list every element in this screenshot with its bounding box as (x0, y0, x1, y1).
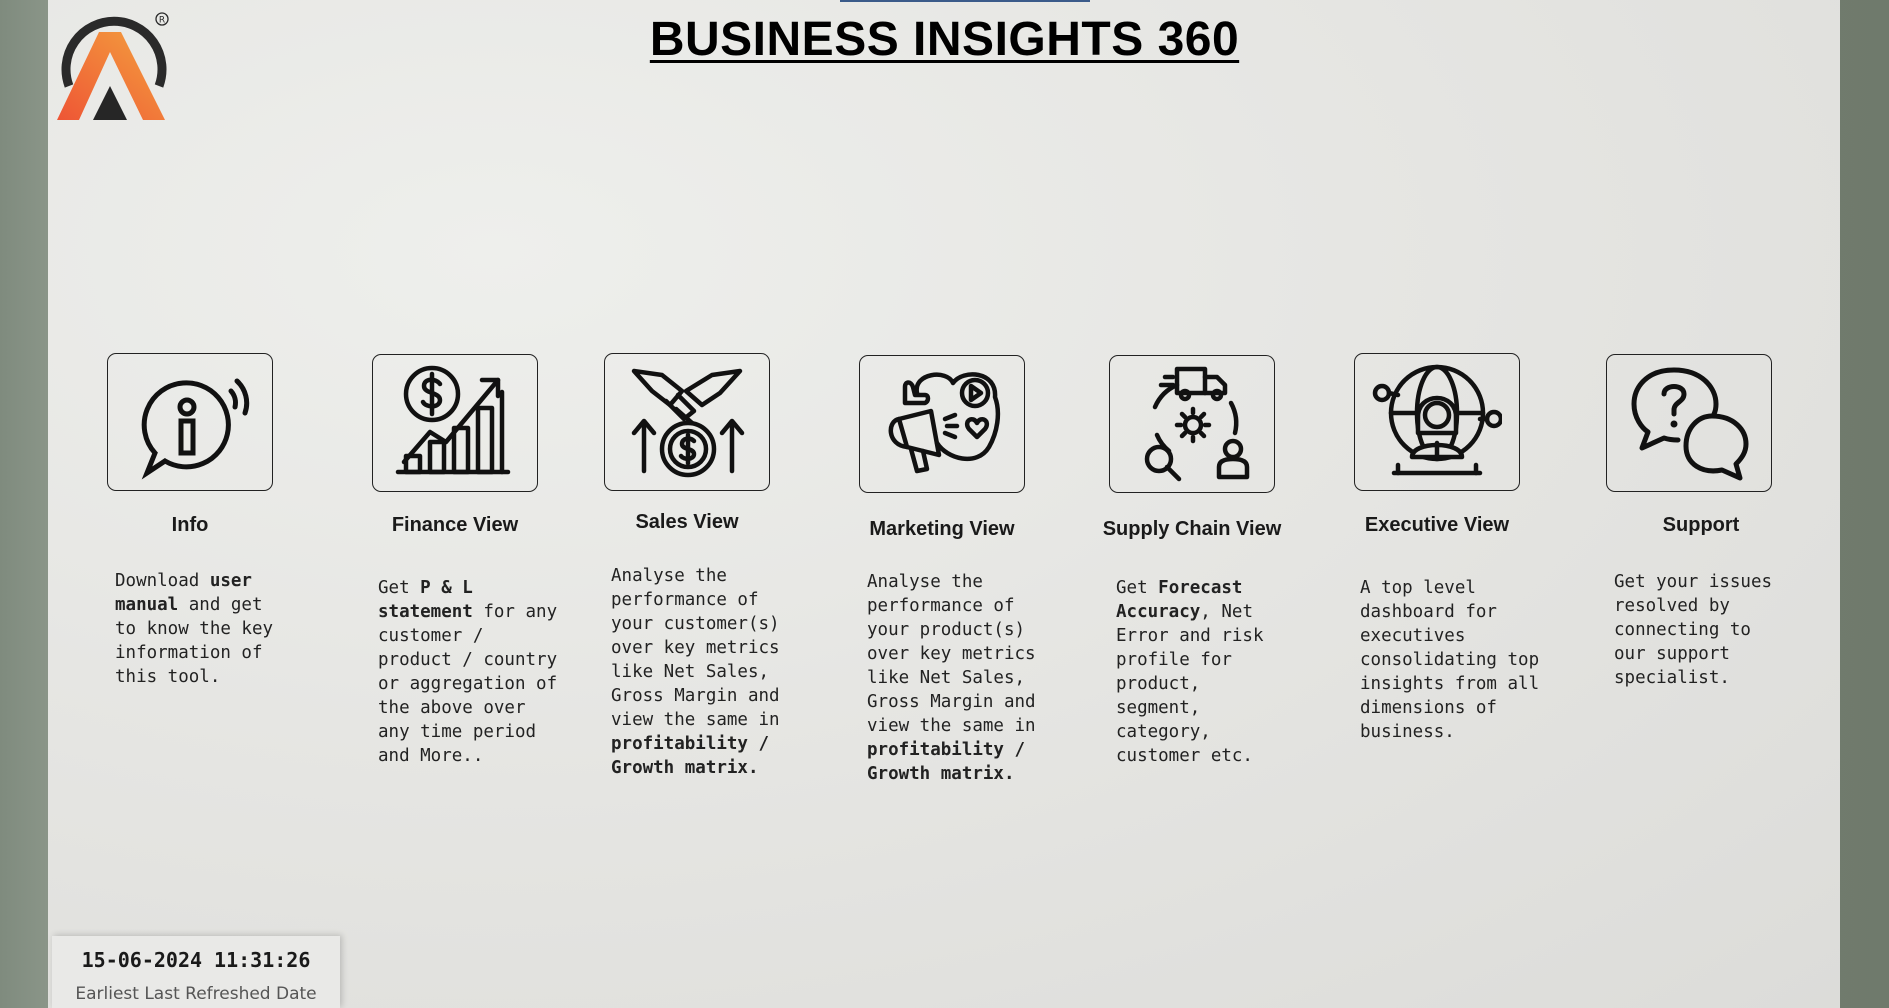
card-desc-support: Get your issues resolved by connecting t… (1614, 572, 1773, 688)
sales-view-button[interactable] (604, 353, 770, 491)
support-chat-icon (1631, 367, 1749, 481)
refresh-label: Earliest Last Refreshed Date (75, 984, 317, 1004)
card-desc-marketing: Analyse the performance of your product(… (867, 572, 1036, 784)
card-title-support: Support (1662, 514, 1740, 536)
report-canvas (48, 0, 1840, 1008)
executive-view-button[interactable] (1354, 353, 1520, 491)
top-accent-line (840, 0, 1090, 2)
marketing-view-button[interactable] (859, 355, 1025, 493)
info-icon (141, 378, 250, 480)
executive-globe-icon (1372, 364, 1502, 476)
card-desc-finance: Get P & L statement for any customer / p… (378, 578, 558, 766)
brand-logo: R (55, 8, 170, 126)
card-desc-sales: Analyse the performance of your customer… (611, 566, 780, 778)
marketing-megaphone-icon (888, 372, 1001, 474)
refresh-info-panel: 15-06-2024 11:31:26 Earliest Last Refres… (52, 936, 340, 1008)
finance-growth-icon (395, 365, 511, 475)
card-desc-supply-chain: Get Forecast Accuracy, Net Error and ris… (1116, 578, 1264, 766)
refresh-datetime: 15-06-2024 11:31:26 (81, 948, 311, 972)
svg-text:R: R (159, 16, 165, 26)
finance-view-button[interactable] (372, 354, 538, 492)
card-title-info: Info (171, 514, 209, 536)
card-title-sales: Sales View (635, 511, 739, 533)
supply-chain-view-button[interactable] (1109, 355, 1275, 493)
card-title-executive: Executive View (1364, 514, 1510, 536)
card-desc-executive: A top level dashboard for executives con… (1360, 578, 1540, 742)
support-button[interactable] (1606, 354, 1772, 492)
handshake-dollar-icon (631, 368, 745, 478)
card-title-marketing: Marketing View (869, 518, 1015, 540)
card-title-finance: Finance View (391, 514, 519, 536)
info-card-button[interactable] (107, 353, 273, 491)
page-title: BUSINESS INSIGHTS 360 (649, 13, 1240, 66)
card-title-supply-chain: Supply Chain View (1102, 518, 1282, 540)
card-desc-info: Download user manual and get to know the… (115, 571, 274, 687)
supply-chain-icon (1144, 366, 1250, 482)
